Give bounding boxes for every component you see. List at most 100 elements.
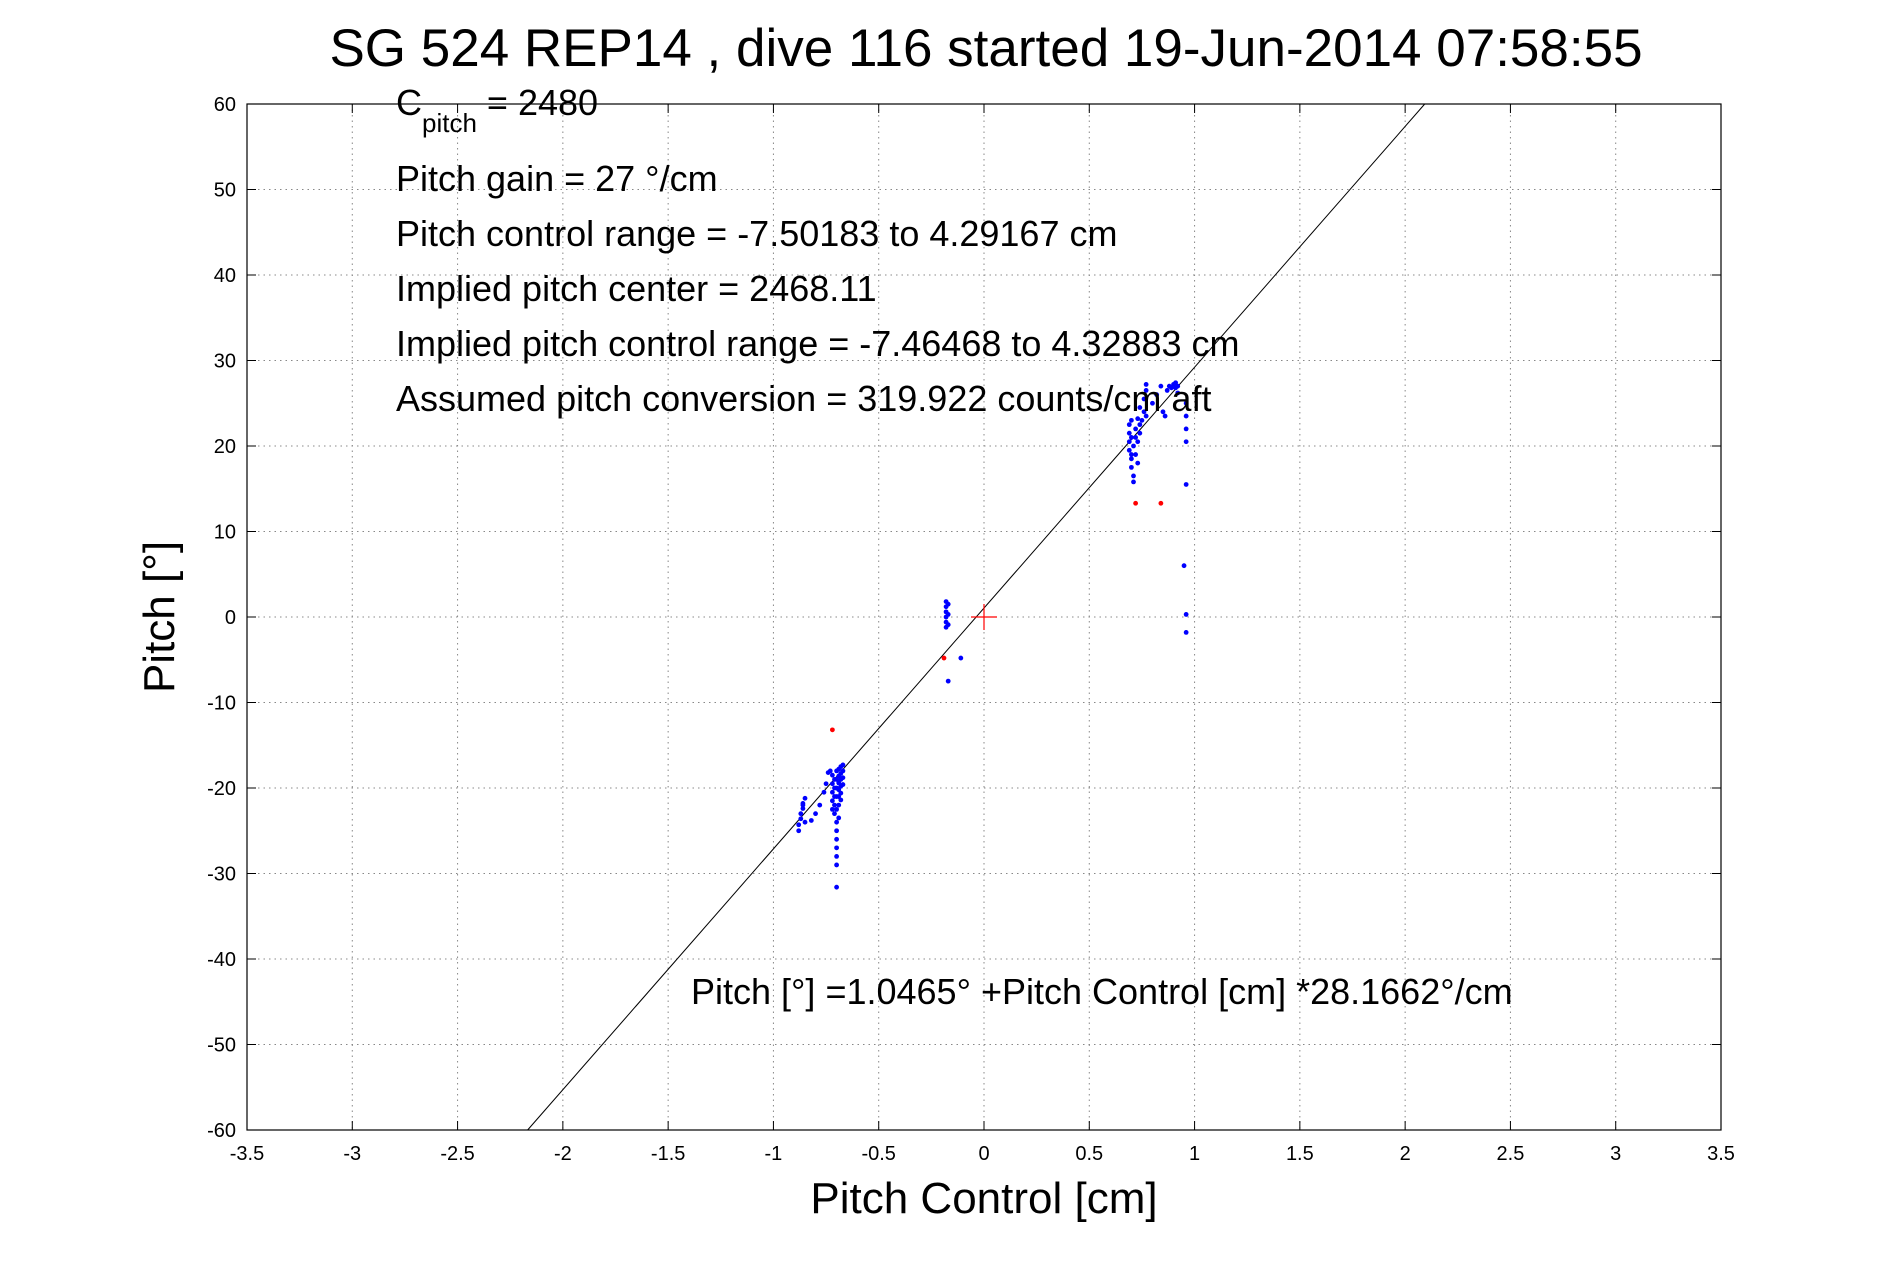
data-point: [798, 816, 804, 822]
y-tick-label: 30: [214, 351, 236, 373]
data-point: [796, 822, 802, 828]
data-point: [840, 762, 846, 768]
data-points: [796, 380, 1189, 890]
data-point: [1133, 426, 1139, 432]
data-point: [945, 612, 951, 617]
plot-area: [246, 103, 1722, 1131]
data-point: [802, 819, 808, 825]
c-pitch-value: = 2480: [477, 82, 598, 123]
data-point: [1164, 388, 1170, 393]
x-tick-label: 3: [1610, 1143, 1621, 1165]
data-point: [945, 678, 951, 684]
c-pitch-main: C: [396, 82, 422, 123]
data-point: [800, 806, 806, 811]
data-point: [1143, 388, 1149, 393]
data-point: [1131, 443, 1136, 449]
data-point: [958, 655, 964, 661]
chart-title: SG 524 REP14 , dive 116 started 19-Jun-2…: [329, 19, 1642, 78]
data-point: [1158, 500, 1164, 506]
data-point: [808, 818, 814, 823]
data-point: [834, 806, 839, 812]
data-point: [1129, 464, 1134, 470]
data-point: [834, 819, 839, 825]
data-point: [1183, 482, 1189, 487]
data-point: [836, 815, 842, 821]
axis-ticks: [246, 103, 1722, 1131]
x-tick-labels: -3.5 -3 -2.5 -2 -1.5 -1 -0.5 0 0.5 1 1.5 2 2.5 3 3.5: [230, 1143, 1735, 1165]
y-tick-label: -30: [207, 864, 236, 886]
x-tick-label: -2.5: [440, 1143, 474, 1165]
annotation-assumed-conversion: Assumed pitch conversion = 319.922 count…: [396, 378, 1211, 419]
data-point: [1181, 563, 1187, 569]
data-point: [1129, 417, 1134, 423]
data-point: [1133, 452, 1139, 457]
data-point: [1133, 435, 1139, 440]
data-point: [827, 768, 833, 774]
data-point: [1183, 426, 1189, 432]
data-point: [832, 802, 837, 808]
y-tick-label: 50: [214, 180, 236, 202]
x-tick-label: -0.5: [861, 1143, 895, 1165]
c-pitch-subscript: pitch: [422, 108, 477, 138]
data-point: [1133, 500, 1139, 506]
data-point: [1137, 405, 1143, 410]
data-point: [834, 854, 839, 859]
data-point: [1183, 413, 1189, 419]
y-tick-label: 40: [214, 265, 236, 287]
data-point: [840, 782, 846, 787]
data-point: [834, 884, 839, 890]
data-point: [802, 795, 808, 801]
data-point: [1154, 392, 1160, 398]
data-point: [1183, 612, 1189, 617]
data-point: [1137, 422, 1143, 428]
data-point: [1129, 456, 1134, 462]
data-point: [1135, 439, 1141, 445]
x-tick-label: 3.5: [1707, 1143, 1735, 1165]
x-tick-label: -2: [554, 1143, 572, 1165]
x-tick-label: -3.5: [230, 1143, 264, 1165]
annotation-c-pitch: Cpitch = 2480: [396, 82, 598, 138]
data-point: [1150, 400, 1155, 406]
data-point: [834, 836, 839, 842]
data-point: [1126, 422, 1132, 428]
x-tick-label: -3: [343, 1143, 361, 1165]
data-point: [834, 845, 839, 851]
y-tick-label: 60: [214, 94, 236, 116]
data-point: [1129, 435, 1134, 440]
y-tick-label: 10: [214, 522, 236, 544]
x-tick-label: -1: [765, 1143, 783, 1165]
data-point: [834, 828, 839, 834]
data-point: [817, 802, 823, 808]
y-tick-labels: 60 50 40 30 20 10 0 -10 -20 -30 -40 -50 -60: [207, 94, 236, 1142]
data-point: [1126, 439, 1132, 445]
x-tick-label: -1.5: [651, 1143, 685, 1165]
data-point: [829, 789, 835, 795]
data-point: [1139, 417, 1145, 423]
data-point: [1135, 416, 1141, 422]
data-point: [832, 811, 837, 817]
data-point: [1175, 383, 1181, 389]
data-point: [840, 768, 846, 774]
y-tick-label: -20: [207, 778, 236, 800]
data-point: [834, 862, 839, 868]
data-point: [1141, 396, 1147, 402]
data-point: [945, 601, 951, 607]
data-point: [1183, 400, 1189, 406]
x-tick-label: 0.5: [1075, 1143, 1103, 1165]
data-point: [1137, 430, 1143, 436]
annotation-implied-pitch-center: Implied pitch center = 2468.11: [396, 268, 877, 309]
annotation-implied-control-range: Implied pitch control range = -7.46468 t…: [396, 323, 1240, 364]
data-point: [1126, 430, 1132, 436]
data-point: [829, 727, 835, 733]
data-point: [823, 781, 829, 787]
y-axis-title: Pitch [°]: [135, 541, 184, 693]
annotation-pitch-control-range: Pitch control range = -7.50183 to 4.2916…: [396, 213, 1117, 254]
y-tick-label: -60: [207, 1120, 236, 1142]
data-point: [1160, 409, 1166, 415]
y-tick-label: -40: [207, 949, 236, 971]
data-point: [1143, 413, 1149, 419]
data-point: [796, 828, 802, 834]
y-tick-label: -50: [207, 1035, 236, 1057]
x-axis-title: Pitch Control [cm]: [810, 1174, 1157, 1223]
